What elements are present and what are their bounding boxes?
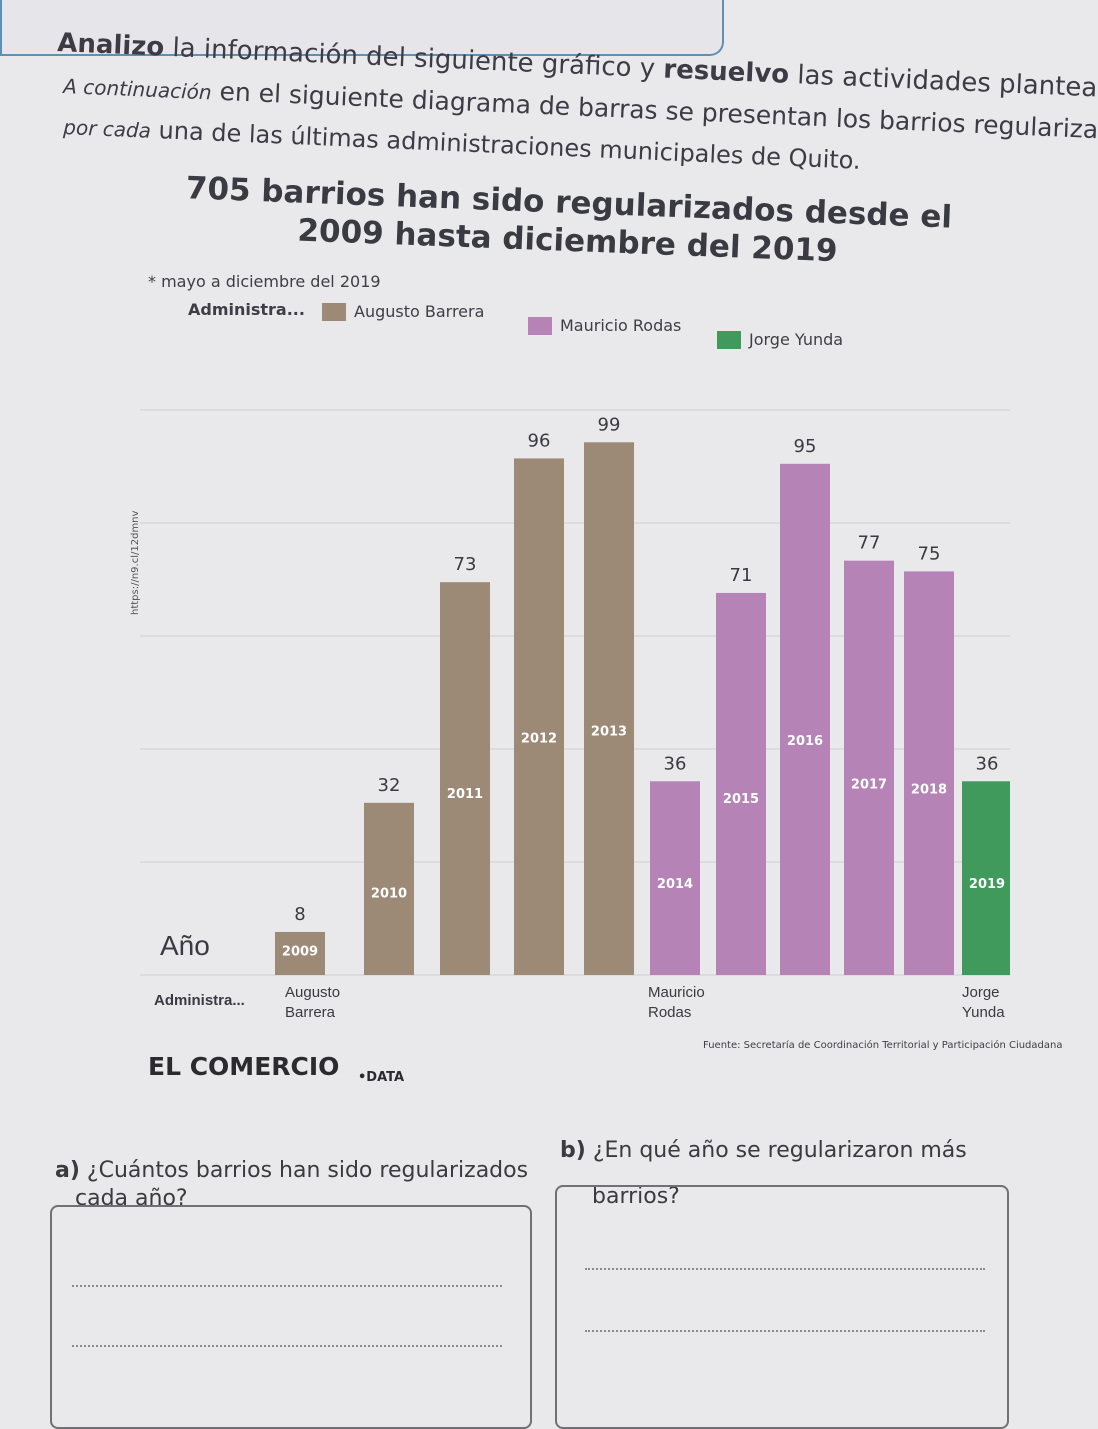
value-label-2009: 8 [294,904,305,925]
legend-swatch-rodas [528,316,552,335]
value-label-2012: 96 [528,430,551,451]
year-label-2019: 2019 [969,877,1005,892]
year-label-2014: 2014 [657,877,693,892]
admin-group-label-1: Rodas [648,1004,691,1021]
admin-group-label-2: Yunda [962,1004,1005,1021]
year-label-2010: 2010 [371,887,407,902]
admin-group-label-1: Mauricio [648,984,705,1001]
value-label-2014: 36 [664,753,687,774]
question-b-label: b) [560,1138,586,1163]
year-label-2013: 2013 [591,724,627,739]
year-label-2016: 2016 [787,734,823,749]
legend-item-barrera: Augusto Barrera [322,302,484,321]
value-label-2015: 71 [730,565,753,586]
admin-group-label-0: Barrera [285,1004,336,1021]
legend-item-rodas: Mauricio Rodas [528,316,681,335]
answer-box-b[interactable] [555,1185,1009,1429]
question-a-label: a) [55,1158,80,1183]
value-label-2013: 99 [598,414,621,435]
instruction-verb-resuelvo: resuelvo [662,54,790,90]
legend-title: Administra... [188,300,305,319]
bar-2019 [962,781,1010,975]
bar-chart: Año Administra... 8 2009 32 2010 73 2011 96 2012 9… [140,409,1010,1021]
question-a-text-1: ¿Cuántos barrios han sido regularizados [86,1158,529,1183]
question-b: b) ¿En qué año se regularizaron más [560,1138,967,1163]
legend-swatch-yunda [717,330,741,349]
admin-group-label-0: Augusto [285,984,340,1001]
answer-line-a2[interactable] [72,1345,502,1347]
value-label-2011: 73 [454,554,477,575]
chart-note: * mayo a diciembre del 2019 [148,272,381,291]
el-comercio-logo: EL COMERCIO [148,1052,340,1081]
year-label-2011: 2011 [447,787,483,802]
bar-2014 [650,781,700,975]
answer-line-a1[interactable] [72,1285,502,1287]
year-label-2009: 2009 [282,945,318,960]
bar-2010 [364,802,414,975]
bar-2011 [440,582,490,975]
year-label-2018: 2018 [911,782,947,797]
answer-line-b2[interactable] [585,1330,985,1332]
answer-box-a[interactable] [50,1205,532,1429]
year-label-2017: 2017 [851,778,887,793]
value-label-2018: 75 [918,543,941,564]
instruction-text-3a: por cada [62,114,152,143]
instruction-text-1b: las actividades planteadas. [796,60,1098,106]
data-tag: •DATA [358,1070,405,1085]
legend-swatch-barrera [322,302,346,321]
x-row-label: Año [160,930,210,961]
value-label-2019: 36 [976,753,999,774]
value-label-2010: 32 [378,775,401,796]
value-label-2017: 77 [858,533,881,554]
legend-label-barrera: Augusto Barrera [354,302,485,321]
value-label-2016: 95 [794,436,817,457]
admin-row-label: Administra... [154,992,245,1009]
admin-group-label-2: Jorge [962,984,1000,1001]
answer-line-b1[interactable] [585,1268,985,1270]
bar-2012 [514,458,564,975]
top-header-tab [0,0,724,56]
bar-2015 [716,592,766,975]
question-a: a) ¿Cuántos barrios han sido regularizad… [55,1158,528,1183]
question-b-text-2: barrios? [592,1184,680,1209]
bar-2013 [584,442,634,975]
legend-label-rodas: Mauricio Rodas [560,316,682,335]
legend-item-yunda: Jorge Yunda [717,330,843,349]
bar-2009 [275,931,325,975]
chart-title: 705 barrios han sido regularizados desde… [185,170,953,270]
instruction-text-2a: A continuación [62,73,213,105]
chart-source: Fuente: Secretaría de Coordinación Terri… [703,1040,1063,1051]
year-label-2012: 2012 [521,732,557,747]
instruction-verb-analizo: Analizo [56,28,165,63]
bar-2016 [780,463,830,975]
question-b-text-1: ¿En qué año se regularizaron más [592,1138,967,1163]
bar-2018 [904,571,954,975]
year-label-2015: 2015 [723,792,759,807]
legend-label-yunda: Jorge Yunda [749,330,844,349]
bar-2017 [844,560,894,975]
